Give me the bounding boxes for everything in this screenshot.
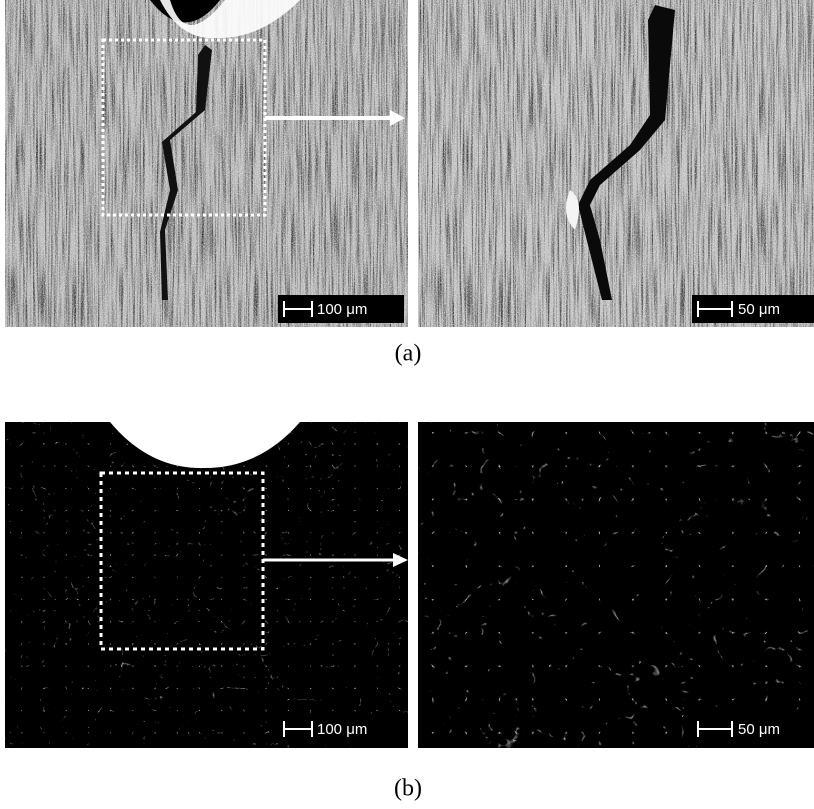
scale-bar-label: 100 μm: [317, 301, 367, 318]
micrograph: 100 μm: [5, 0, 408, 327]
micrograph: 50 μm: [418, 0, 814, 327]
micrograph: 50 μm: [418, 422, 814, 748]
scale-bar-label: 50 μm: [738, 301, 780, 318]
scale-bar-label: 100 μm: [317, 721, 367, 738]
panel-label: (b): [394, 776, 422, 802]
figure: 100 μm 50 μm (a) 100 μm 50 μm (b): [0, 0, 814, 809]
panel-label: (a): [395, 341, 422, 367]
scale-bar-label: 50 μm: [738, 721, 780, 738]
micrograph: 100 μm: [5, 422, 408, 748]
page: {"panels": [ {"label": "(a)", "images": …: [0, 0, 814, 809]
